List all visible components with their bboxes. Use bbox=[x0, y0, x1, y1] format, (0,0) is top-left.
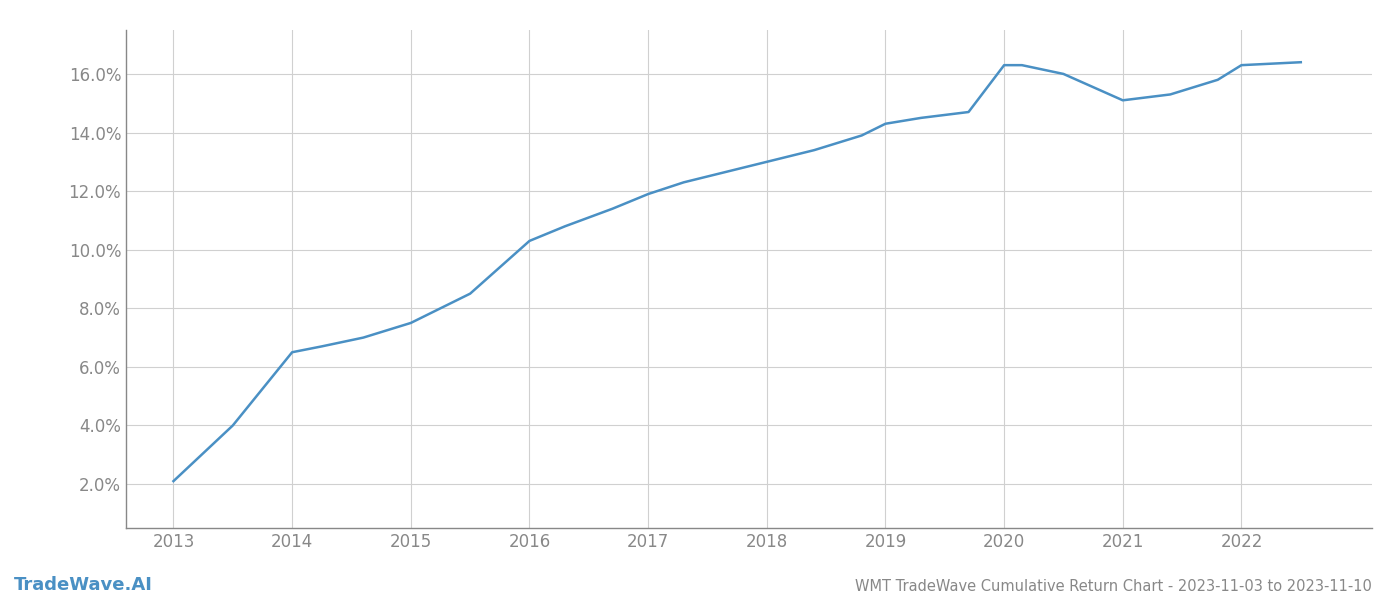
Text: WMT TradeWave Cumulative Return Chart - 2023-11-03 to 2023-11-10: WMT TradeWave Cumulative Return Chart - … bbox=[855, 579, 1372, 594]
Text: TradeWave.AI: TradeWave.AI bbox=[14, 576, 153, 594]
